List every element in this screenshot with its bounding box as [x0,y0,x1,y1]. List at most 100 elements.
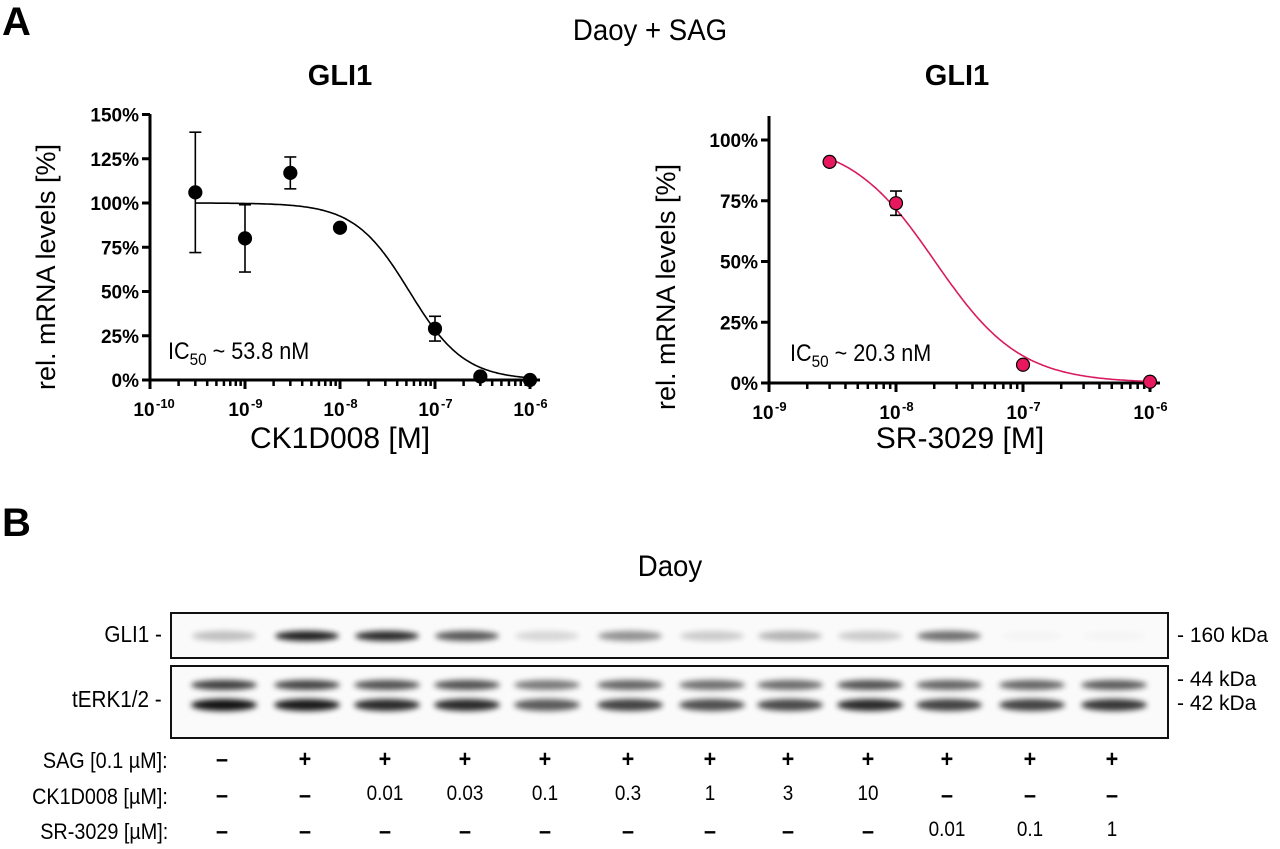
condition-label-sag: SAG [0.1 µM]: [43,748,168,773]
blot-band [191,699,257,711]
data-point [522,372,538,388]
svg-text:0%: 0% [731,374,759,395]
data-point [473,369,488,384]
svg-text:-9: -9 [251,396,263,411]
condition-cell: + [940,746,954,773]
condition-cell: – [1105,782,1119,809]
blot-band [679,680,745,690]
blot-band [838,631,902,641]
condition-cell: – [621,818,635,845]
svg-text:10: 10 [133,400,154,421]
condition-cell: – [298,782,312,809]
blot-band [598,631,662,641]
blot-band [354,680,420,690]
svg-text:10: 10 [418,400,439,421]
blot-band [434,680,500,690]
blot-band [679,699,745,711]
svg-text:-7: -7 [441,396,453,411]
blot-band [999,699,1065,711]
condition-cell: – [458,818,472,845]
blot-band [274,699,340,711]
svg-text:10: 10 [1006,403,1027,424]
svg-text:10: 10 [513,400,534,421]
condition-cell: 0.1 [1016,818,1044,841]
svg-text:10: 10 [323,400,344,421]
data-point [188,185,203,200]
condition-cell: + [298,746,312,773]
condition-cell: – [215,746,229,773]
condition-label-ck1d008: CK1D008 [µM]: [32,784,168,809]
mw-marker-160: - 160 kDa [1177,624,1269,647]
condition-cell: – [1023,782,1037,809]
svg-text:10: 10 [879,403,900,424]
condition-cell: 0.03 [446,782,484,805]
blot-terk [170,665,1169,739]
chart-2-title: GLI1 [924,60,990,92]
condition-cell: 1 [1106,818,1118,841]
svg-text:50%: 50% [720,253,758,274]
data-point [332,220,348,235]
blot-band [1081,680,1147,690]
mw-marker-42: - 42 kDa [1177,692,1257,715]
blot-band [597,699,663,711]
condition-cell: 0.3 [614,782,642,805]
chart-1-ylabel: rel. mRNA levels [%] [31,143,61,390]
condition-cell: + [781,746,795,773]
svg-text:50%: 50% [101,283,139,304]
svg-text:25%: 25% [720,313,758,334]
blot-band [837,680,903,690]
svg-text:10: 10 [1133,403,1154,424]
svg-text:75%: 75% [720,192,758,213]
svg-text:10: 10 [752,403,773,424]
blot-band [275,631,339,641]
blot-label-gli1: GLI1 - [104,621,162,647]
chart-1-xlabel: CK1D008 [M] [249,422,431,455]
data-point [427,321,443,336]
svg-text:125%: 125% [90,150,139,171]
condition-cell: 0.01 [928,818,966,841]
svg-text:-6: -6 [536,396,548,411]
data-point [888,196,904,211]
condition-cell: – [940,782,954,809]
blot-band [1082,631,1146,641]
blot-band [274,680,340,690]
blot-band [354,699,420,711]
chart-2-ylabel: rel. mRNA levels [%] [651,163,681,410]
blot-label-terk: tERK1/2 - [72,686,162,712]
condition-cell: – [781,818,795,845]
blot-band [916,699,982,711]
panel-b-title: Daoy [637,550,703,583]
blot-band [757,680,823,690]
dose-response-chart-ck1d008: 0%25%50%75%100%125%150%10 -10 10 -9 10 -8 10 -7… [90,106,548,422]
blot-band [434,699,500,711]
svg-text:-8: -8 [902,399,914,414]
condition-cell: + [538,746,552,773]
condition-cell: + [861,746,875,773]
blot-band [757,699,823,711]
svg-text:25%: 25% [101,327,139,348]
condition-cell: – [861,818,875,845]
blot-band [916,680,982,690]
blot-band [917,631,981,641]
condition-cell: – [378,818,392,845]
blot-band [999,680,1065,690]
data-point [237,231,253,246]
condition-cell: + [621,746,635,773]
chart-1-ic50-annotation: IC50 ~ 53.8 nM [168,338,310,369]
blot-band [515,631,579,641]
svg-text:100%: 100% [709,131,758,152]
condition-cell: 10 [857,782,879,805]
blot-band [514,680,580,690]
chart-2-xlabel: SR-3029 [M] [875,422,1045,455]
blot-band [192,631,256,641]
blot-band [680,631,744,641]
blot-gli1 [170,612,1169,659]
svg-text:-7: -7 [1029,399,1041,414]
blot-band [191,680,257,690]
blot-band [597,680,663,690]
svg-text:-10: -10 [156,396,175,411]
svg-text:150%: 150% [90,106,139,127]
panel-a-title: Daoy + SAG [572,14,728,47]
condition-cell: + [378,746,392,773]
condition-cell: – [298,818,312,845]
